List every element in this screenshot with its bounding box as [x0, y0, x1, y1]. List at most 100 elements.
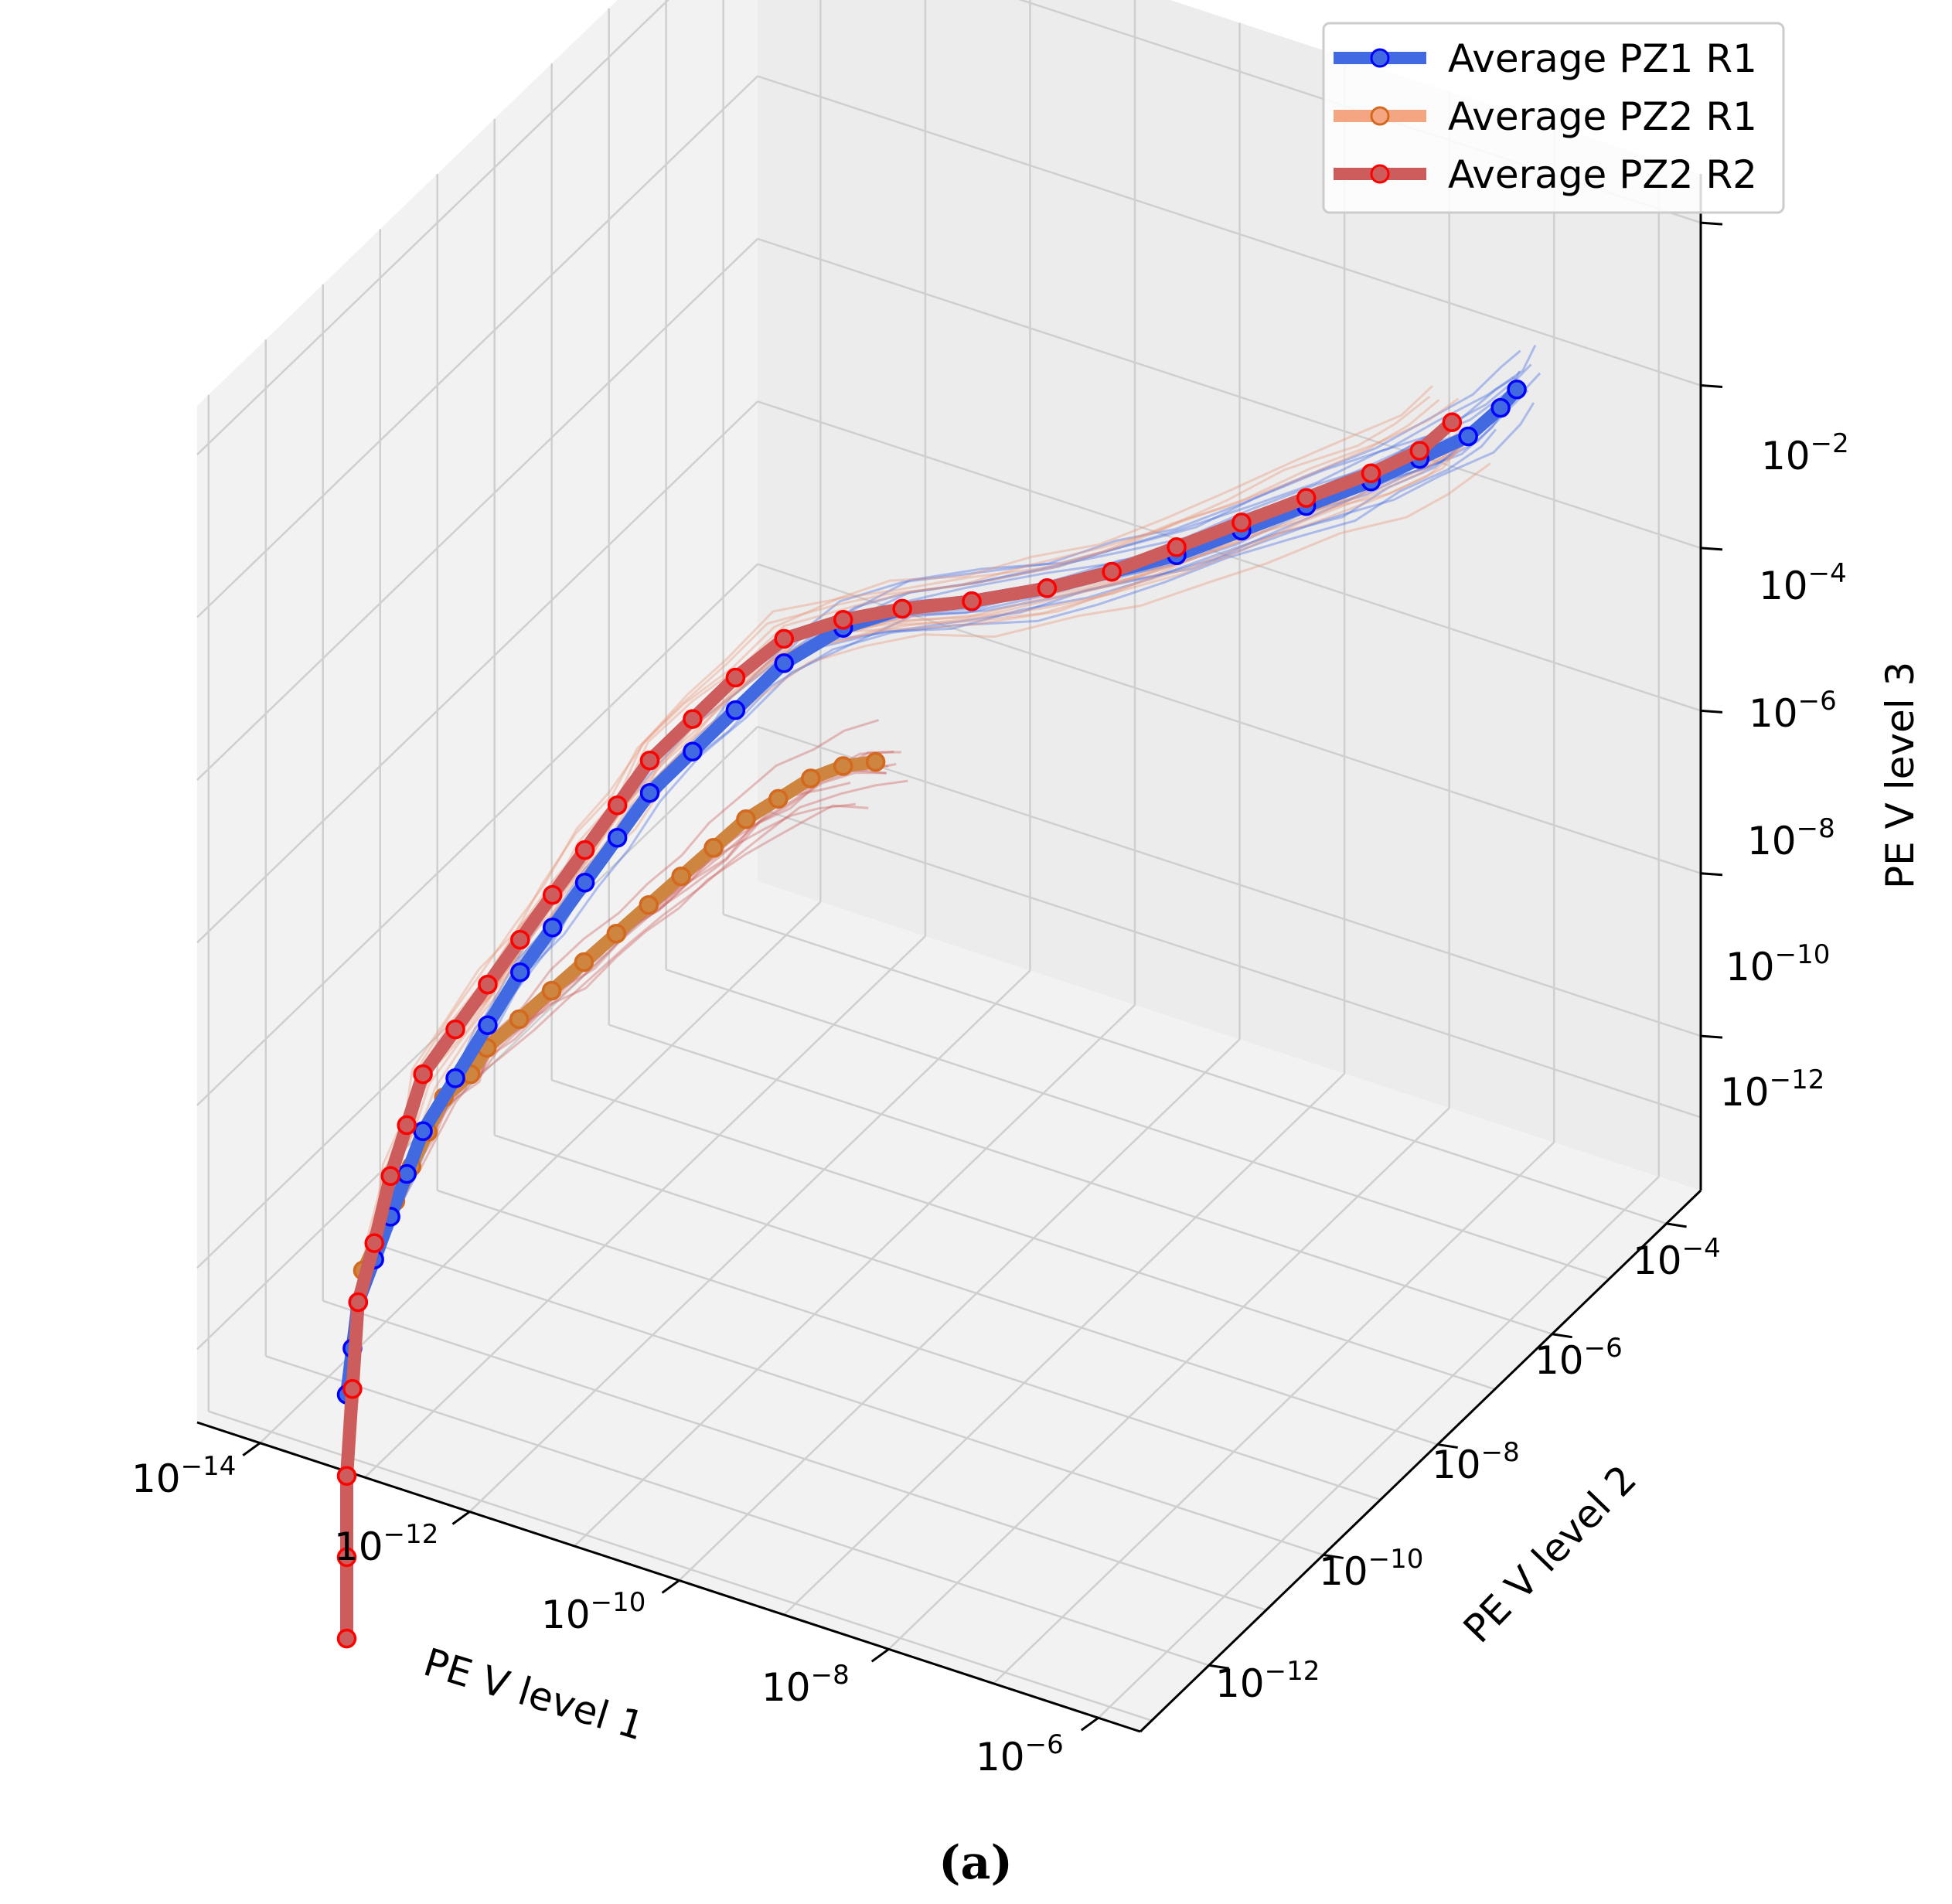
y-tick-mark [1437, 1443, 1458, 1449]
legend-swatch-marker [1370, 106, 1390, 126]
grid-line [783, 1072, 1345, 1616]
grid-line [757, 400, 1702, 712]
data-point [445, 1019, 465, 1040]
data-point [509, 1009, 530, 1030]
x-axis-title: PE V level 1 [418, 1640, 649, 1749]
z-tick-mark [1700, 221, 1723, 226]
z-axis-title: PE V level 3 [1878, 662, 1923, 889]
grid-line [757, 807, 1702, 1119]
data-point [639, 782, 660, 803]
z-tick-label: 10−4 [1759, 558, 1847, 608]
legend-swatch-marker [1370, 48, 1390, 68]
grid-line [666, 969, 1610, 1280]
x-tick-label: 10−10 [541, 1587, 646, 1637]
run-line [346, 402, 1535, 1400]
figure-caption: (a) [939, 1836, 1013, 1890]
legend-swatch-marker [1370, 164, 1390, 184]
data-point [348, 1292, 369, 1313]
average-series [336, 380, 1527, 1649]
y-tick-label: 10−12 [1215, 1656, 1320, 1706]
data-point [510, 962, 530, 983]
x-tick-mark [1080, 1717, 1099, 1732]
grid-line [1097, 1176, 1660, 1719]
data-point [774, 628, 794, 649]
z-tick-label: 10−8 [1747, 813, 1835, 863]
grid-line [757, 725, 1702, 1037]
x-tick-mark [451, 1511, 471, 1525]
legend-label: Average PZ1 R1 [1448, 36, 1757, 81]
data-point [736, 809, 756, 829]
grid-line [887, 1107, 1450, 1650]
z-tick-label: 10−6 [1749, 686, 1837, 736]
grid-line [208, 1410, 1153, 1722]
data-point [606, 923, 627, 944]
grid-line [437, 1189, 1381, 1501]
data-point [574, 872, 595, 893]
data-point [683, 741, 703, 761]
y-tick-mark [1666, 1222, 1687, 1228]
data-point [892, 598, 912, 619]
z-tick-label: 10−2 [1761, 428, 1849, 479]
grid-line [678, 1038, 1241, 1582]
data-point [725, 667, 746, 688]
data-point [962, 591, 982, 611]
data-point [397, 1115, 417, 1136]
grid-line [574, 1004, 1136, 1547]
y-tick-label: 10−10 [1319, 1544, 1423, 1594]
data-point [703, 838, 724, 858]
z-tick-mark [1700, 872, 1723, 877]
grid-line [757, 563, 1702, 874]
data-point [336, 1628, 357, 1649]
x-tick-label: 10−14 [131, 1451, 236, 1501]
grid-line [364, 935, 926, 1479]
data-point [639, 750, 660, 771]
y-tick-label: 10−6 [1535, 1333, 1623, 1383]
legend-entry: Average PZ1 R1 [1334, 36, 1757, 81]
data-point [768, 789, 789, 809]
data-point [445, 1068, 465, 1088]
legend-frame [1322, 22, 1785, 214]
left-pane [197, 0, 758, 1422]
grid-line [468, 969, 1031, 1513]
x-tick-mark [870, 1648, 890, 1663]
data-point [1037, 578, 1058, 598]
z-tick-mark [1700, 1034, 1723, 1039]
grid-line [265, 1355, 1210, 1667]
data-point [1490, 397, 1511, 418]
y-tick-mark [1552, 1333, 1572, 1339]
data-point [510, 929, 530, 950]
data-point [542, 884, 563, 905]
grid-line [196, 0, 669, 456]
data-point [542, 917, 563, 938]
data-point [478, 974, 498, 995]
y-tick-mark [1208, 1664, 1230, 1670]
grid-line [196, 238, 758, 781]
series-line [340, 415, 1459, 1646]
z-tick-label: 10−12 [1720, 1064, 1824, 1115]
grid-line [196, 75, 758, 618]
data-point [774, 653, 794, 673]
data-point [1102, 561, 1122, 582]
data-point [336, 1547, 357, 1568]
data-point [607, 827, 628, 848]
grid-line [608, 1024, 1553, 1335]
data-point [364, 1233, 384, 1253]
data-point [607, 795, 628, 816]
data-point [671, 866, 691, 887]
y-axis-spine [1139, 1189, 1702, 1733]
x-tick-label: 10−8 [761, 1660, 850, 1710]
z-tick-mark [1700, 384, 1723, 389]
z-tick-mark [1700, 709, 1723, 714]
data-point [865, 751, 886, 772]
data-point [1167, 537, 1187, 557]
z-tick-label: 10−10 [1725, 939, 1830, 989]
legend-label: Average PZ2 R1 [1448, 94, 1757, 139]
data-point [1231, 513, 1252, 533]
z-tick-mark [1700, 547, 1723, 551]
legend-label: Average PZ2 R2 [1448, 152, 1757, 197]
data-point [574, 952, 594, 972]
data-point [1409, 441, 1430, 461]
data-point [336, 1466, 357, 1486]
data-point [1296, 488, 1317, 508]
data-point [380, 1166, 400, 1187]
